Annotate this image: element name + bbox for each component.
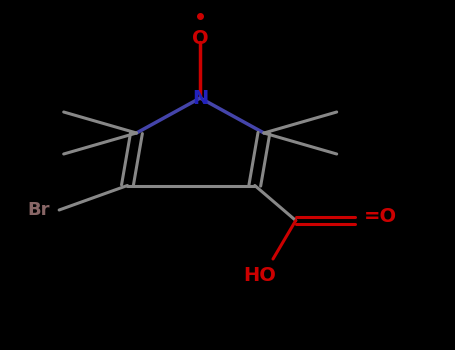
Text: HO: HO bbox=[243, 266, 276, 285]
Text: O: O bbox=[192, 29, 208, 48]
Text: N: N bbox=[192, 89, 208, 107]
Text: Br: Br bbox=[28, 201, 50, 219]
Text: =O: =O bbox=[364, 208, 397, 226]
